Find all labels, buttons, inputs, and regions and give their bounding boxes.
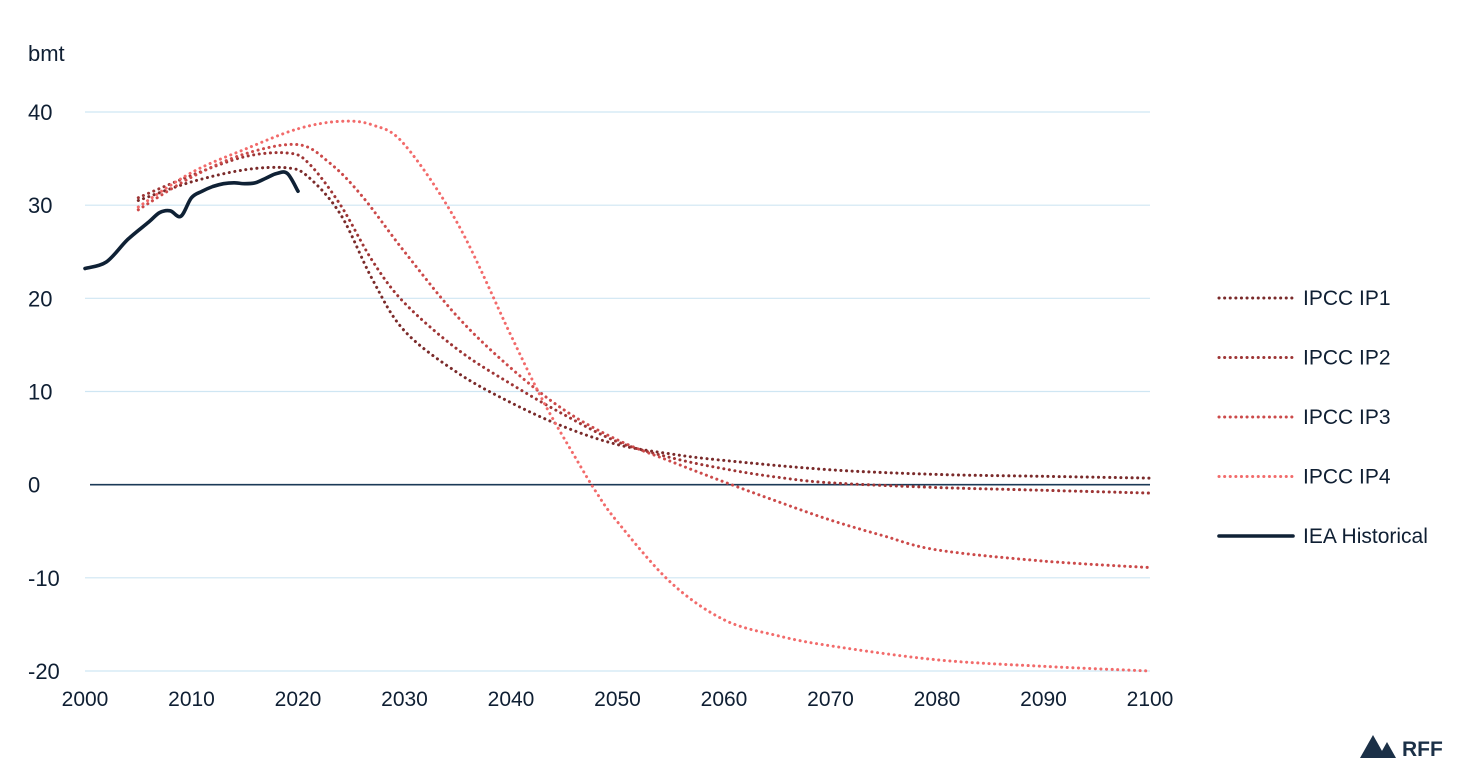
series-line-ipcc-ip2 bbox=[136, 151, 1152, 495]
y-tick-label: 10 bbox=[28, 380, 52, 405]
legend-item-ipcc-ip3: IPCC IP3 bbox=[1217, 406, 1391, 429]
series-line-ipcc-ip1 bbox=[136, 165, 1152, 480]
x-tick-label: 2010 bbox=[168, 688, 215, 711]
x-tick-label: 2020 bbox=[275, 688, 322, 711]
y-tick-label: 40 bbox=[28, 100, 52, 125]
legend-label: IEA Historical bbox=[1303, 525, 1428, 548]
x-tick-label: 2080 bbox=[914, 688, 961, 711]
y-tick-label: 0 bbox=[28, 473, 40, 498]
x-tick-label: 2000 bbox=[62, 688, 109, 711]
x-tick-label: 2060 bbox=[701, 688, 748, 711]
y-tick-label: 30 bbox=[28, 193, 52, 218]
legend-item-ipcc-ip4: IPCC IP4 bbox=[1217, 466, 1391, 489]
series-lines bbox=[83, 119, 1152, 673]
x-tick-label: 2100 bbox=[1127, 688, 1174, 711]
series-line-ipcc-ip3 bbox=[136, 142, 1152, 570]
y-axis-tick-labels: 40 30 20 10 0 -10 -20 bbox=[28, 100, 60, 684]
logo-text: RFF bbox=[1402, 738, 1443, 761]
legend-item-ipcc-ip2: IPCC IP2 bbox=[1217, 347, 1391, 370]
series-line-ipcc-ip4 bbox=[136, 119, 1152, 673]
y-tick-label: -20 bbox=[28, 659, 60, 684]
legend-item-iea-historical: IEA Historical bbox=[1217, 525, 1428, 548]
legend: IPCC IP1 IPCC IP2 IPCC IP3 IPCC IP4 IEA Hist… bbox=[1217, 287, 1428, 548]
grid-lines bbox=[85, 111, 1150, 672]
y-tick-label: -10 bbox=[28, 566, 60, 591]
x-tick-label: 2070 bbox=[807, 688, 854, 711]
y-tick-label: 20 bbox=[28, 286, 52, 311]
legend-item-ipcc-ip1: IPCC IP1 bbox=[1217, 287, 1391, 310]
x-axis-tick-labels: 2000 2010 2020 2030 2040 2050 2060 2070 2080 2090… bbox=[62, 688, 1174, 711]
rff-logo: RFF bbox=[1360, 735, 1443, 761]
x-tick-label: 2050 bbox=[594, 688, 641, 711]
y-axis-unit-label: bmt bbox=[28, 41, 65, 66]
x-tick-label: 2030 bbox=[381, 688, 428, 711]
series-line-iea-historical bbox=[83, 170, 300, 271]
legend-label: IPCC IP3 bbox=[1303, 406, 1391, 429]
legend-label: IPCC IP2 bbox=[1303, 347, 1391, 370]
legend-label: IPCC IP4 bbox=[1303, 466, 1391, 489]
x-tick-label: 2090 bbox=[1020, 688, 1067, 711]
mountain-icon bbox=[1360, 735, 1396, 758]
x-tick-label: 2040 bbox=[488, 688, 535, 711]
legend-label: IPCC IP1 bbox=[1303, 287, 1391, 310]
